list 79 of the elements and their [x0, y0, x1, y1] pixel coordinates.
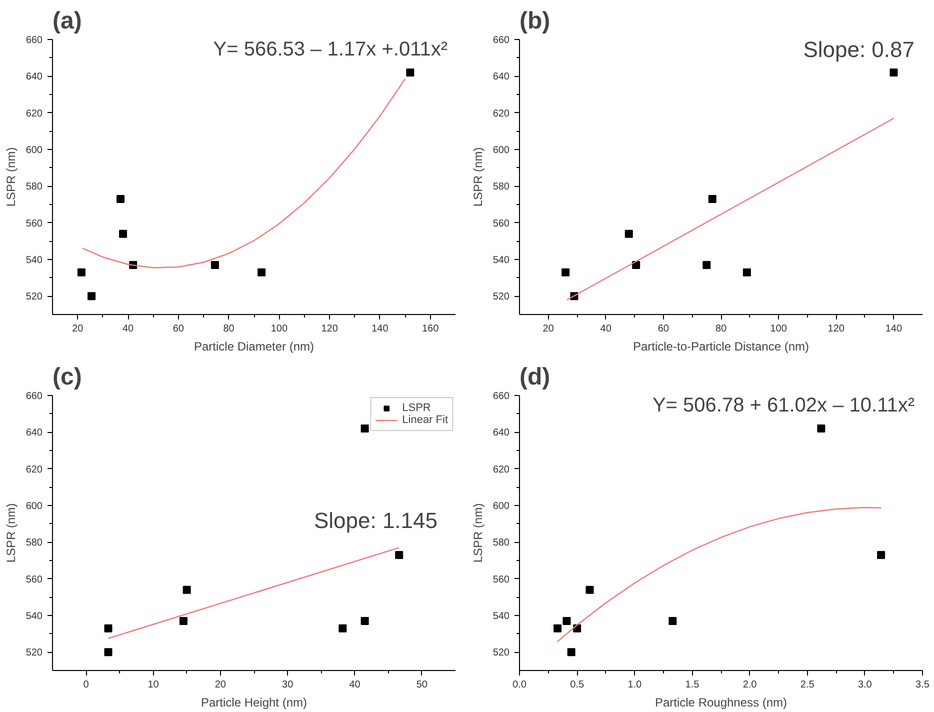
- annotation: Slope: 0.87: [803, 37, 914, 62]
- x-tick-label: 0.5: [570, 680, 584, 690]
- y-axis-title: LSPR (nm): [4, 147, 18, 207]
- x-tick-label: 120: [828, 324, 845, 334]
- annotation: Y= 566.53 – 1.17x +.011x²: [213, 38, 448, 60]
- y-tick-label: 600: [26, 145, 43, 156]
- chart-title: (c): [52, 364, 82, 390]
- chart-title: (d): [520, 364, 550, 390]
- y-tick-label: 580: [492, 538, 510, 549]
- x-tick-label: 80: [715, 324, 727, 334]
- y-tick-label: 520: [492, 648, 510, 659]
- x-tick-label: 1.5: [685, 680, 700, 690]
- x-axis-title: Particle Diameter (nm): [194, 340, 314, 354]
- y-axis-title: LSPR (nm): [470, 503, 485, 563]
- chart-title: (a): [52, 8, 82, 34]
- x-tick-label: 20: [214, 680, 226, 690]
- x-tick-label: 40: [122, 324, 134, 334]
- x-tick-label: 30: [282, 680, 294, 690]
- x-tick-label: 0.0: [512, 680, 527, 690]
- x-tick-label: 100: [270, 324, 288, 334]
- legend-label: Linear Fit: [402, 414, 448, 426]
- y-tick-label: 580: [492, 182, 510, 193]
- y-tick-label: 580: [26, 538, 43, 549]
- x-tick-label: 120: [321, 324, 338, 334]
- y-tick-label: 580: [26, 182, 43, 193]
- x-tick-label: 3.5: [916, 680, 930, 690]
- x-tick-label: 2.5: [800, 680, 815, 690]
- x-tick-label: 80: [223, 324, 235, 334]
- x-tick-label: 20: [542, 324, 554, 334]
- x-tick-label: 0: [83, 680, 90, 690]
- x-tick-label: 10: [148, 680, 160, 690]
- x-tick-label: 40: [600, 324, 612, 334]
- x-tick-label: 60: [172, 324, 184, 334]
- x-tick-label: 140: [372, 324, 389, 334]
- y-axis-title: LSPR (nm): [470, 147, 485, 207]
- x-tick-label: 20: [72, 324, 84, 334]
- y-tick-label: 540: [26, 611, 43, 622]
- x-tick-label: 100: [770, 324, 788, 334]
- y-tick-label: 620: [492, 108, 510, 120]
- legend-label: LSPR: [402, 402, 431, 414]
- y-tick-label: 520: [492, 292, 510, 303]
- y-tick-label: 640: [26, 428, 43, 439]
- y-tick-label: 520: [26, 648, 43, 659]
- y-tick-label: 640: [492, 428, 510, 439]
- y-axis-title: LSPR (nm): [4, 503, 18, 563]
- y-tick-label: 640: [492, 72, 510, 83]
- annotation: Y= 506.78 + 61.02x – 10.11x²: [652, 394, 915, 416]
- x-tick-label: 50: [416, 680, 428, 690]
- y-tick-label: 600: [492, 145, 510, 156]
- y-tick-label: 560: [492, 218, 510, 230]
- x-tick-label: 60: [658, 324, 670, 334]
- x-axis-title: Particle Roughness (nm): [654, 696, 788, 710]
- y-tick-label: 540: [492, 611, 510, 622]
- y-tick-label: 520: [26, 292, 43, 303]
- x-tick-label: 140: [885, 324, 902, 334]
- y-tick-label: 560: [26, 218, 43, 230]
- x-axis-title: Particle-to-Particle Distance (nm): [632, 340, 810, 354]
- annotation: Slope: 1.145: [314, 508, 438, 533]
- x-axis-title: Particle Height (nm): [200, 696, 308, 710]
- y-tick-label: 620: [492, 464, 510, 476]
- y-tick-label: 560: [492, 574, 510, 586]
- x-tick-label: 3.0: [858, 680, 872, 690]
- y-tick-label: 620: [26, 464, 43, 476]
- y-tick-label: 660: [492, 35, 510, 46]
- y-tick-label: 660: [26, 391, 43, 402]
- x-tick-label: 40: [349, 680, 361, 690]
- y-tick-label: 640: [26, 72, 43, 83]
- x-tick-label: 1.0: [628, 680, 642, 690]
- chart-title: (b): [520, 8, 550, 34]
- x-tick-label: 160: [422, 324, 440, 334]
- y-tick-label: 620: [26, 108, 43, 120]
- x-tick-label: 2.0: [742, 680, 758, 690]
- y-tick-label: 600: [492, 501, 510, 512]
- y-tick-label: 660: [492, 391, 510, 402]
- y-tick-label: 560: [26, 574, 43, 586]
- y-tick-label: 660: [26, 35, 43, 46]
- y-tick-label: 600: [26, 501, 43, 512]
- y-tick-label: 540: [26, 255, 43, 266]
- y-tick-label: 540: [492, 255, 510, 266]
